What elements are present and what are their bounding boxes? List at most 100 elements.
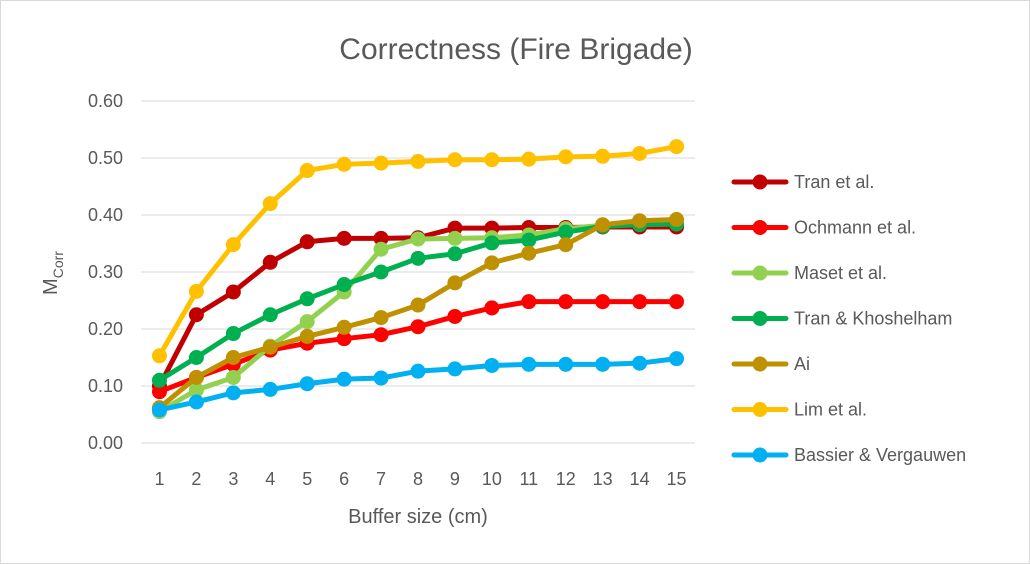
y-tick-label: 0.20 xyxy=(88,319,123,339)
data-point xyxy=(225,326,241,342)
series-6 xyxy=(151,351,685,418)
data-point xyxy=(336,277,352,293)
data-point xyxy=(410,250,426,266)
data-point xyxy=(632,213,648,229)
data-point xyxy=(521,232,537,248)
data-point xyxy=(669,294,685,310)
data-point xyxy=(373,155,389,171)
data-point xyxy=(410,363,426,379)
data-point xyxy=(262,339,278,355)
data-point xyxy=(521,245,537,261)
x-tick-label: 15 xyxy=(667,469,687,489)
data-point xyxy=(225,350,241,365)
data-point xyxy=(299,234,315,250)
y-axis-label-subscript: Corr xyxy=(50,251,66,279)
data-point xyxy=(558,294,574,310)
data-point xyxy=(595,356,611,372)
data-point xyxy=(299,314,315,330)
data-point xyxy=(410,231,426,247)
y-tick-label: 0.30 xyxy=(88,262,123,282)
y-axis-label-main: M xyxy=(40,278,62,295)
legend-item: Ai xyxy=(731,354,810,374)
data-point xyxy=(447,246,463,262)
data-point xyxy=(484,235,500,251)
data-point xyxy=(373,327,389,343)
data-point xyxy=(669,212,685,228)
data-point xyxy=(669,139,685,155)
legend: Tran et al. Ochmann et al. Maset et al. Tra… xyxy=(731,172,966,465)
data-point xyxy=(521,151,537,167)
data-point xyxy=(373,230,389,246)
legend-label: Tran et al. xyxy=(794,172,874,192)
x-tick-label: 10 xyxy=(482,469,502,489)
legend-swatch-marker xyxy=(752,402,768,417)
data-point xyxy=(558,356,574,372)
data-point xyxy=(595,148,611,164)
data-point xyxy=(188,307,204,323)
data-point xyxy=(151,384,167,400)
data-point xyxy=(225,284,241,300)
legend-label: Maset et al. xyxy=(794,263,887,283)
legend-item: Tran & Khoshelham xyxy=(731,309,952,329)
x-tick-label: 6 xyxy=(339,469,349,489)
series-layer xyxy=(151,139,685,420)
legend-item: Bassier & Vergauwen xyxy=(731,445,966,465)
data-point xyxy=(225,385,241,401)
legend-swatch-marker xyxy=(752,356,768,372)
data-point xyxy=(373,370,389,386)
data-point xyxy=(484,357,500,373)
data-point xyxy=(558,237,574,253)
legend-item: Maset et al. xyxy=(731,263,887,283)
chart-title: Correctness (Fire Brigade) xyxy=(339,33,692,66)
data-point xyxy=(262,381,278,397)
x-tick-label: 2 xyxy=(191,469,201,489)
data-point xyxy=(336,331,352,347)
x-tick-label: 11 xyxy=(519,469,538,489)
series-5 xyxy=(151,139,685,364)
data-point xyxy=(669,351,685,367)
data-point xyxy=(188,283,204,299)
x-tick-label: 12 xyxy=(556,469,576,489)
x-tick-label: 4 xyxy=(265,469,275,489)
data-point xyxy=(262,307,278,323)
series-4 xyxy=(151,212,685,416)
data-point xyxy=(558,224,574,240)
x-tick-label: 14 xyxy=(630,469,650,489)
y-tick-label: 0.50 xyxy=(88,148,123,168)
data-point xyxy=(447,308,463,324)
data-point xyxy=(299,291,315,307)
y-axis-ticks: 0.00 0.10 0.20 0.30 0.40 0.50 0.60 xyxy=(88,91,123,453)
data-point xyxy=(447,230,463,246)
data-point xyxy=(632,145,648,161)
data-point xyxy=(632,355,648,371)
data-point xyxy=(447,275,463,291)
legend-swatch-marker xyxy=(752,447,768,463)
data-point xyxy=(188,350,204,365)
y-tick-label: 0.60 xyxy=(88,91,123,111)
data-point xyxy=(262,254,278,270)
data-point xyxy=(484,300,500,316)
x-tick-label: 13 xyxy=(593,469,613,489)
data-point xyxy=(151,402,167,418)
data-point xyxy=(336,156,352,172)
y-tick-label: 0.10 xyxy=(88,376,123,396)
data-point xyxy=(410,297,426,313)
data-point xyxy=(151,372,167,388)
legend-swatch-marker xyxy=(752,311,768,326)
x-axis-ticks: 1 2 3 4 5 6 7 8 9 10 11 12 13 14 15 xyxy=(154,469,686,489)
data-point xyxy=(484,152,500,168)
gridlines xyxy=(141,100,695,444)
x-tick-label: 7 xyxy=(376,469,386,489)
data-point xyxy=(595,294,611,310)
data-point xyxy=(632,294,648,310)
data-point xyxy=(484,255,500,271)
data-point xyxy=(447,361,463,377)
data-point xyxy=(410,153,426,169)
data-point xyxy=(151,348,167,364)
data-point xyxy=(299,376,315,392)
legend-item: Tran et al. xyxy=(731,172,874,192)
legend-swatch-marker xyxy=(752,220,768,235)
data-point xyxy=(299,328,315,344)
data-point xyxy=(336,371,352,387)
